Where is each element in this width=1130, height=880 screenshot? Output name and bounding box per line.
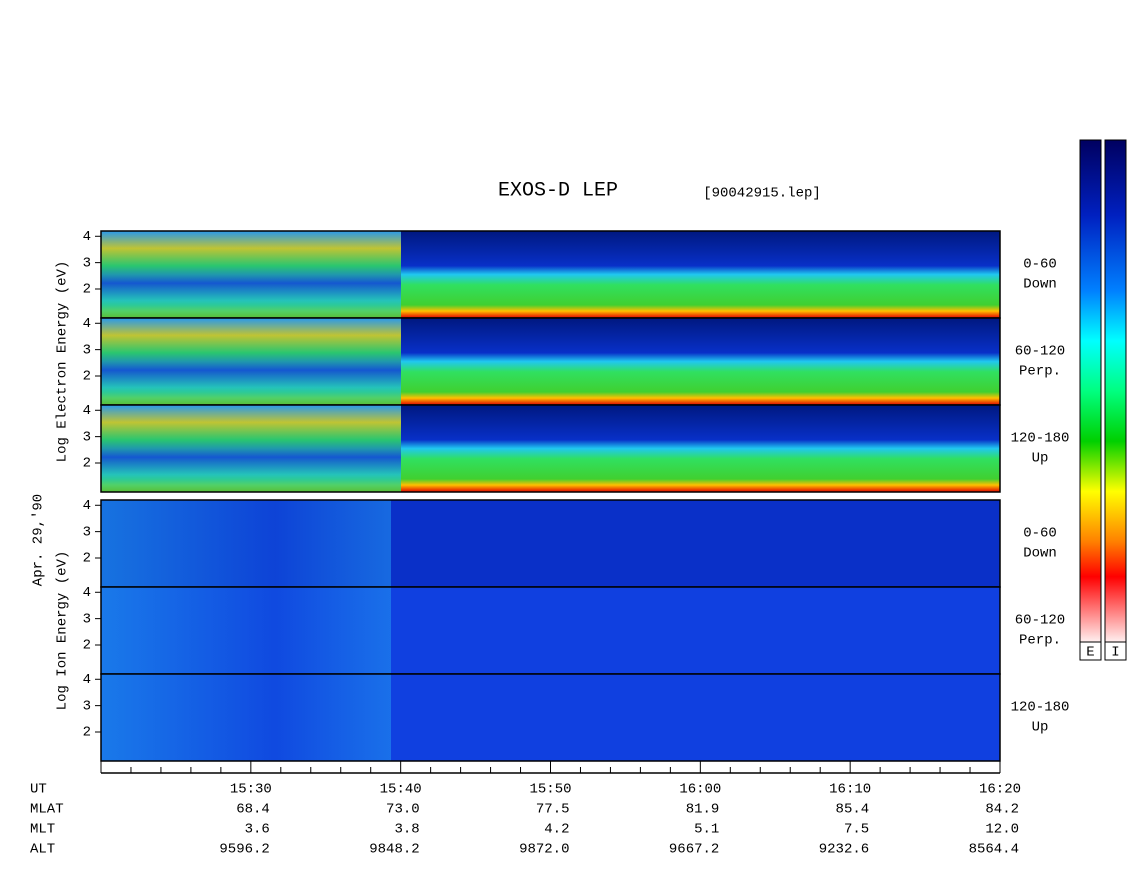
y-tick-label: 4 bbox=[83, 498, 91, 514]
ephemeris-value: 85.4 bbox=[836, 802, 870, 818]
x-tick-label: 16:10 bbox=[829, 782, 871, 798]
ephemeris-value: 4.2 bbox=[544, 822, 569, 838]
ephemeris-value: 9667.2 bbox=[669, 842, 719, 858]
pitch-angle-label: 60-120 bbox=[1015, 613, 1065, 629]
file-name: [90042915.lep] bbox=[703, 186, 821, 202]
spectrogram-background bbox=[101, 500, 391, 587]
ephemeris-value: 9232.6 bbox=[819, 842, 869, 858]
direction-label: Perp. bbox=[1019, 364, 1061, 380]
spectrogram-background bbox=[101, 587, 391, 674]
x-tick-label: 15:40 bbox=[380, 782, 422, 798]
pitch-angle-label: 60-120 bbox=[1015, 344, 1065, 360]
color-bars bbox=[1079, 139, 1127, 661]
y-tick-label: 2 bbox=[83, 282, 91, 298]
chart-title: EXOS-D LEP bbox=[498, 179, 618, 202]
ephemeris-value: 73.0 bbox=[386, 802, 420, 818]
spectrogram-background bbox=[101, 318, 401, 405]
y-axis-label: Log Ion Energy (eV) bbox=[55, 551, 71, 711]
x-tick-label: 16:00 bbox=[679, 782, 721, 798]
y-tick-label: 4 bbox=[83, 316, 91, 332]
y-tick-label: 2 bbox=[83, 551, 91, 567]
y-tick-label: 4 bbox=[83, 585, 91, 601]
direction-label: Down bbox=[1023, 546, 1057, 562]
color-bar-label: E bbox=[1086, 645, 1094, 661]
x-tick-label: 16:20 bbox=[979, 782, 1021, 798]
direction-label: Perp. bbox=[1019, 633, 1061, 649]
y-tick-label: 4 bbox=[83, 403, 91, 419]
x-tick-label: 15:30 bbox=[230, 782, 272, 798]
color-bar bbox=[1079, 139, 1102, 643]
ephemeris-value: 9872.0 bbox=[519, 842, 569, 858]
y-axis-label: Log Electron Energy (eV) bbox=[55, 261, 71, 463]
row-header: UT bbox=[30, 782, 47, 798]
ephemeris-value: 5.1 bbox=[694, 822, 719, 838]
ephemeris-value: 3.8 bbox=[394, 822, 419, 838]
pitch-angle-label: 0-60 bbox=[1023, 526, 1057, 542]
y-tick-label: 3 bbox=[83, 524, 91, 540]
spectrogram-background bbox=[101, 231, 401, 318]
color-bar-label: I bbox=[1111, 645, 1119, 661]
ephemeris-value: 77.5 bbox=[536, 802, 570, 818]
ephemeris-value: 84.2 bbox=[985, 802, 1019, 818]
direction-label: Down bbox=[1023, 277, 1057, 293]
ephemeris-value: 7.5 bbox=[844, 822, 869, 838]
row-header: MLAT bbox=[30, 802, 64, 818]
panel-frame bbox=[100, 404, 1001, 493]
row-header: ALT bbox=[30, 842, 55, 858]
pitch-angle-label: 120-180 bbox=[1011, 431, 1070, 447]
y-tick-label: 3 bbox=[83, 342, 91, 358]
color-bar bbox=[1104, 139, 1127, 643]
y-tick-label: 4 bbox=[83, 229, 91, 245]
y-tick-label: 2 bbox=[83, 638, 91, 654]
date-label: Apr. 29,'90 bbox=[31, 494, 47, 586]
y-tick-label: 2 bbox=[83, 369, 91, 385]
x-tick-label: 15:50 bbox=[529, 782, 571, 798]
row-header: MLT bbox=[30, 822, 55, 838]
pitch-angle-label: 120-180 bbox=[1011, 700, 1070, 716]
y-tick-label: 3 bbox=[83, 611, 91, 627]
color-bar-box bbox=[1104, 641, 1127, 661]
spectrogram-background bbox=[101, 405, 401, 492]
y-tick-label: 3 bbox=[83, 429, 91, 445]
pitch-angle-label: 0-60 bbox=[1023, 257, 1057, 273]
spectrogram-background bbox=[101, 674, 391, 761]
ephemeris-value: 81.9 bbox=[686, 802, 720, 818]
ephemeris-value: 3.6 bbox=[245, 822, 270, 838]
y-tick-label: 3 bbox=[83, 255, 91, 271]
ephemeris-value: 8564.4 bbox=[969, 842, 1019, 858]
ephemeris-value: 9848.2 bbox=[369, 842, 419, 858]
ephemeris-value: 68.4 bbox=[236, 802, 270, 818]
color-bar-box bbox=[1079, 641, 1102, 661]
direction-label: Up bbox=[1032, 451, 1049, 467]
direction-label: Up bbox=[1032, 720, 1049, 736]
y-tick-label: 3 bbox=[83, 698, 91, 714]
y-tick-label: 4 bbox=[83, 672, 91, 688]
ephemeris-value: 9596.2 bbox=[219, 842, 269, 858]
ephemeris-value: 12.0 bbox=[985, 822, 1019, 838]
y-tick-label: 2 bbox=[83, 725, 91, 741]
y-tick-label: 2 bbox=[83, 456, 91, 472]
